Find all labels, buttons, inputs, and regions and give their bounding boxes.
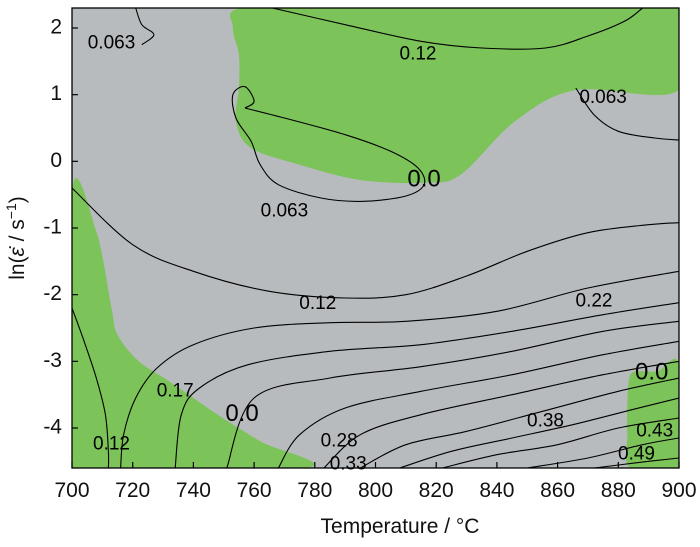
y-axis-title-unit: / s	[6, 219, 29, 247]
contour-label-14: 0.0	[635, 359, 668, 386]
x-tick-label: 800	[358, 479, 393, 502]
x-tick-label: 820	[419, 479, 454, 502]
y-tick-label: 2	[50, 16, 62, 39]
x-tick-label: 780	[297, 479, 332, 502]
contour-line-3	[575, 87, 679, 141]
contour-label-2: 0.12	[400, 44, 437, 65]
contour-line-8	[226, 320, 679, 468]
y-axis-title: ln(ε̇ / s−1)	[3, 196, 29, 280]
x-axis-title: Temperature / °C	[321, 515, 480, 538]
contour-line-10	[323, 360, 679, 468]
contour-label-10: 0.12	[93, 434, 130, 455]
contour-line-4	[231, 85, 426, 202]
contour-line-7	[174, 302, 679, 468]
contour-label-8: 0.17	[157, 380, 194, 401]
contour-label-11: 0.28	[321, 430, 358, 451]
y-axis-ticks: 2 1 0 -1 -2 -3 -4	[43, 16, 78, 439]
contour-label-3: 0.063	[579, 87, 627, 108]
contour-label-5: 0.063	[261, 200, 309, 221]
stable-region-2	[72, 178, 315, 468]
contour-lines	[72, 8, 679, 468]
y-tick-label: -1	[43, 216, 62, 239]
contour-line-5	[72, 187, 679, 299]
y-tick-label: 0	[50, 149, 62, 172]
y-axis-title-symbol: ε̇	[6, 245, 29, 256]
contour-label-15: 0.43	[636, 420, 673, 441]
y-tick-label: -4	[43, 416, 62, 439]
x-tick-label: 700	[54, 479, 89, 502]
y-axis-title-close: )	[6, 196, 29, 203]
contour-line-16	[72, 307, 110, 468]
contour-line-6	[120, 270, 679, 468]
x-tick-label: 900	[661, 479, 696, 502]
y-tick-label: -3	[43, 349, 62, 372]
y-axis-title-exponent: −1	[3, 203, 19, 219]
contour-line-9	[277, 340, 679, 468]
contour-labels: 0.063 0.12 0.063 0.0 0.063 0.12 0.22 0.17 0.0 0.1…	[88, 32, 673, 474]
contour-line-15	[593, 457, 679, 468]
stable-region-1	[230, 8, 679, 184]
contour-label-7: 0.22	[576, 290, 613, 311]
y-axis-title-prefix: ln(	[6, 256, 29, 279]
contour-line-12	[399, 397, 679, 468]
contour-label-1: 0.063	[88, 32, 136, 53]
x-tick-label: 860	[540, 479, 575, 502]
contour-line-11	[360, 377, 679, 468]
contour-line-1	[135, 8, 155, 46]
contour-label-9: 0.0	[225, 400, 258, 427]
y-tick-label: -2	[43, 282, 62, 305]
x-tick-label: 720	[115, 479, 150, 502]
contour-label-12: 0.33	[330, 454, 367, 475]
x-tick-label: 880	[601, 479, 636, 502]
contour-line-2	[272, 8, 643, 50]
contour-label-6: 0.12	[299, 293, 336, 314]
svg-text:ln(ε̇ / s−1): ln(ε̇ / s−1)	[3, 196, 29, 280]
x-axis-ticks: 700 720 740 760 780 800 820 840 860 880 900	[54, 462, 697, 502]
contour-line-14	[527, 437, 679, 468]
y-tick-label: 1	[50, 82, 62, 105]
x-tick-label: 760	[237, 479, 272, 502]
contour-label-4: 0.0	[407, 165, 440, 192]
contour-line-13	[442, 417, 679, 468]
x-tick-label: 840	[479, 479, 514, 502]
contour-label-13: 0.38	[527, 410, 564, 431]
x-tick-label: 740	[176, 479, 211, 502]
contour-label-16: 0.49	[618, 444, 655, 465]
